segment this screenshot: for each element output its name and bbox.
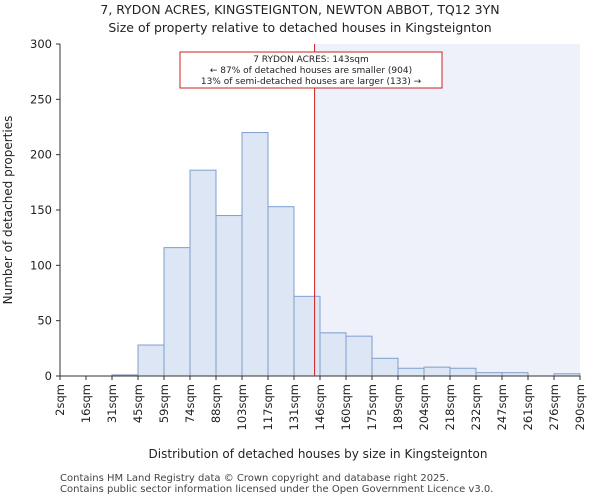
y-tick-label-100: 100 [30,258,52,272]
bar-103sqm [241,132,269,377]
larger-region-highlight [314,44,580,376]
y-tick-label-200: 200 [30,148,52,162]
bar-160sqm [345,335,373,377]
y-tick-label-150: 150 [30,203,52,217]
y-tick-label-0: 0 [45,369,52,383]
x-tick-label-232sqm: 232sqm [469,384,483,430]
x-tick-label-160sqm: 160sqm [339,384,353,430]
annotation-box [179,51,443,89]
x-tick-label-276sqm: 276sqm [547,384,561,430]
bar-45sqm [137,344,165,377]
bar-146sqm [319,332,347,377]
x-tick-label-189sqm: 189sqm [391,384,405,430]
x-tick-label-59sqm: 59sqm [157,384,171,423]
x-tick-label-31sqm: 31sqm [105,384,119,423]
x-tick-label-74sqm: 74sqm [183,384,197,423]
annotation-line-2: ← 87% of detached houses are smaller (90… [210,66,412,76]
x-tick-label-247sqm: 247sqm [495,384,509,430]
bar-74sqm [189,169,217,377]
x-tick-label-117sqm: 117sqm [261,384,275,430]
x-tick-label-146sqm: 146sqm [313,384,327,430]
bar-175sqm [371,357,399,377]
bar-218sqm [449,367,477,377]
x-tick-label-261sqm: 261sqm [521,384,535,430]
histogram-chart: 0 50 100 150 200 250 300 2sqm 16sqm 31sqm 45sqm 59s… [1,37,587,461]
bar-59sqm [163,247,191,377]
y-tick-label-300: 300 [30,37,52,51]
x-tick-label-131sqm: 131sqm [287,384,301,430]
bar-88sqm [215,215,243,377]
annotation-line-3: 13% of semi-detached houses are larger (… [201,77,422,87]
x-tick-label-16sqm: 16sqm [79,384,93,423]
x-tick-label-45sqm: 45sqm [131,384,145,423]
bar-117sqm [267,206,295,377]
chart-subtitle: Size of property relative to detached ho… [108,20,492,35]
x-tick-label-88sqm: 88sqm [209,384,223,423]
x-tick-label-218sqm: 218sqm [443,384,457,430]
x-tick-label-290sqm: 290sqm [573,384,587,430]
bar-204sqm [423,366,451,377]
annotation-line-1: 7 RYDON ACRES: 143sqm [253,55,369,65]
bar-131sqm [293,295,321,377]
footer-line-2: Contains public sector information licen… [60,484,494,495]
y-tick-label-50: 50 [37,314,52,328]
footer-line-1: Contains HM Land Registry data © Crown c… [60,473,449,484]
x-axis-label: Distribution of detached houses by size … [149,447,488,461]
x-tick-label-175sqm: 175sqm [365,384,379,430]
bar-189sqm [397,367,425,377]
y-tick-label-250: 250 [30,92,52,106]
x-tick-label-204sqm: 204sqm [417,384,431,430]
x-tick-label-2sqm: 2sqm [53,384,67,416]
chart-title: 7, RYDON ACRES, KINGSTEIGNTON, NEWTON AB… [100,2,500,17]
y-axis-label: Number of detached properties [1,116,15,305]
x-tick-label-103sqm: 103sqm [235,384,249,430]
